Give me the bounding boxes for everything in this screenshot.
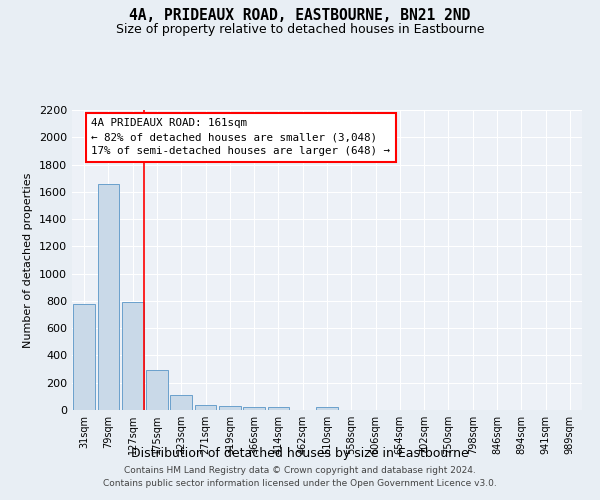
- Text: 4A PRIDEAUX ROAD: 161sqm
← 82% of detached houses are smaller (3,048)
17% of sem: 4A PRIDEAUX ROAD: 161sqm ← 82% of detach…: [91, 118, 391, 156]
- Bar: [170, 395, 192, 410]
- Bar: [243, 408, 265, 410]
- Bar: [194, 404, 217, 410]
- Bar: [268, 408, 289, 410]
- Text: Size of property relative to detached houses in Eastbourne: Size of property relative to detached ho…: [116, 22, 484, 36]
- Bar: [146, 370, 168, 410]
- Bar: [219, 406, 241, 410]
- Text: Distribution of detached houses by size in Eastbourne: Distribution of detached houses by size …: [131, 448, 469, 460]
- Text: Contains HM Land Registry data © Crown copyright and database right 2024.
Contai: Contains HM Land Registry data © Crown c…: [103, 466, 497, 487]
- Bar: [73, 304, 95, 410]
- Bar: [316, 406, 338, 410]
- Y-axis label: Number of detached properties: Number of detached properties: [23, 172, 34, 348]
- Bar: [122, 302, 143, 410]
- Text: 4A, PRIDEAUX ROAD, EASTBOURNE, BN21 2ND: 4A, PRIDEAUX ROAD, EASTBOURNE, BN21 2ND: [130, 8, 470, 22]
- Bar: [97, 184, 119, 410]
